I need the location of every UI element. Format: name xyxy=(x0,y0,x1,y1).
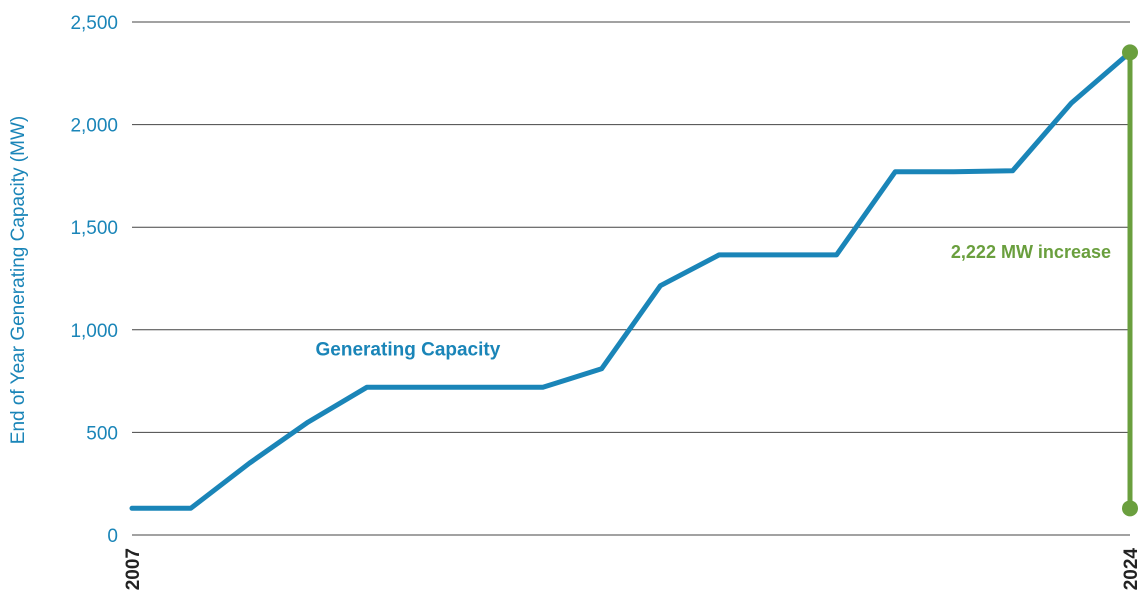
y-tick-label: 500 xyxy=(86,423,118,444)
series-label: Generating Capacity xyxy=(316,339,501,360)
y-tick-label: 2,000 xyxy=(70,116,118,137)
increase-top-marker xyxy=(1122,44,1138,61)
x-axis-ticks: 2007 2024 xyxy=(123,548,1139,591)
x-tick-label: 2024 xyxy=(1121,548,1139,591)
gridlines xyxy=(132,21,1130,536)
series-layer: Generating Capacity xyxy=(129,49,1133,511)
y-axis-ticks: 0 500 1,000 1,500 2,000 2,500 xyxy=(70,13,118,547)
y-tick-label: 0 xyxy=(107,526,118,547)
capacity-increase-annotation: 2,222 MW increase xyxy=(951,44,1138,517)
series-line-generating-capacity xyxy=(129,49,1133,511)
increase-bottom-marker xyxy=(1122,500,1138,517)
y-tick-label: 1,000 xyxy=(70,321,118,342)
increase-label: 2,222 MW increase xyxy=(951,242,1111,262)
y-tick-label: 1,500 xyxy=(70,218,118,239)
x-tick-label: 2007 xyxy=(123,548,144,590)
y-axis-label: End of Year Generating Capacity (MW) xyxy=(8,116,29,444)
y-tick-label: 2,500 xyxy=(70,13,118,34)
